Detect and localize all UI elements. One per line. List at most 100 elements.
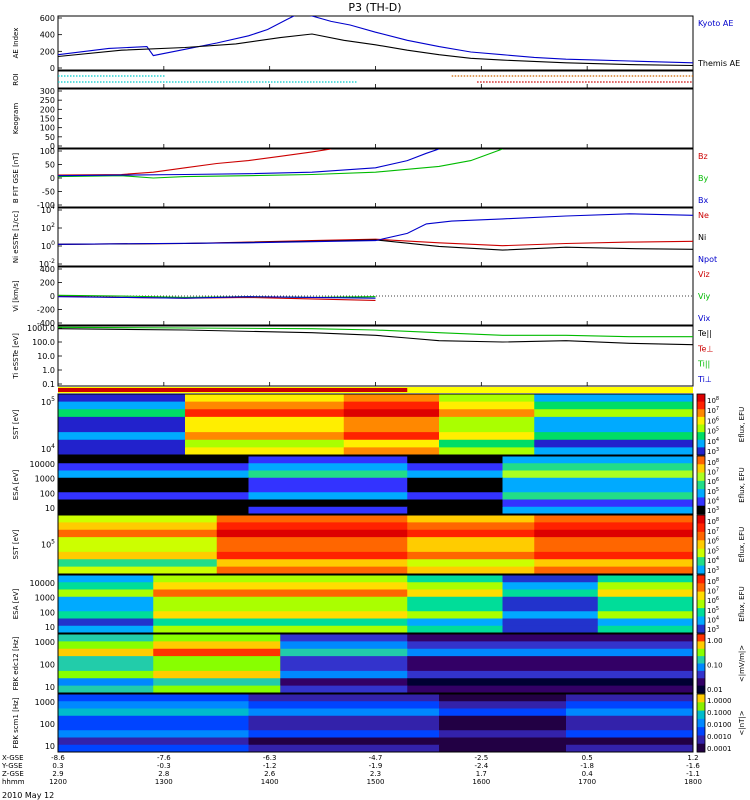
colorbar-tick-label: 103 — [707, 566, 719, 575]
spectrogram-cell — [58, 551, 218, 560]
y-tick-label: 100 — [40, 489, 55, 498]
spectrogram-cell — [216, 566, 408, 575]
spectrogram-cell — [502, 470, 694, 479]
spectrogram-cell — [185, 401, 345, 410]
colorbar-step — [697, 583, 705, 593]
colorbar-step — [697, 464, 705, 474]
y-tick-label: 0 — [50, 292, 55, 301]
colorbar-step — [697, 634, 705, 642]
spectrogram-ylabel: SST [eV] — [12, 409, 20, 439]
spectrogram-cell — [534, 515, 694, 523]
colorbar-tick-label: 108 — [707, 396, 719, 405]
spectrogram-cell — [216, 551, 408, 560]
y-tick-label: 104 — [41, 443, 55, 454]
x-row-value: 0.3 — [52, 762, 63, 770]
spectrogram-cell — [58, 604, 154, 612]
spectrogram-cell — [153, 589, 408, 598]
colorbar-tick-label: 103 — [707, 506, 719, 515]
spectrogram-cell — [58, 648, 154, 657]
spectrogram-cell — [407, 559, 535, 568]
spectrogram-cell — [534, 537, 694, 545]
colorbar-tick-label: 1.0000 — [707, 697, 732, 705]
spectrogram-cell — [597, 582, 694, 590]
spectrogram-cell — [58, 694, 249, 702]
spectrogram-cell — [439, 409, 535, 418]
spectrogram-cell — [407, 477, 503, 486]
spectrogram-cell — [502, 492, 694, 500]
y-tick-label: 10 — [45, 623, 55, 632]
legend-entry: Bx — [698, 196, 708, 205]
colorbar-step — [697, 416, 705, 425]
spectrogram-cell — [407, 618, 503, 627]
spectrogram-cell — [248, 694, 440, 702]
series-vix — [58, 296, 376, 299]
spectrogram-cell — [185, 439, 345, 448]
spectrogram-ylabel: FBK scm1 [Hz] — [12, 697, 20, 748]
legend-entry: Viy — [698, 292, 711, 301]
spectrogram-frame — [57, 574, 694, 634]
spectrogram-cell — [502, 589, 599, 598]
x-row-value: -4.7 — [369, 754, 383, 762]
x-row-label: Z-GSE — [2, 770, 24, 778]
x-row-value: 1800 — [684, 778, 702, 786]
colorbar-step — [697, 608, 705, 617]
spectrogram-cell — [534, 529, 694, 538]
spectrogram-cell — [343, 401, 440, 410]
spectrogram-cell — [597, 575, 694, 583]
spectrogram-cell — [534, 394, 694, 403]
colorbar-step — [697, 624, 705, 634]
colorbar-frame — [696, 633, 706, 694]
colorbar-frame — [696, 455, 706, 515]
colorbar-frame — [696, 574, 706, 634]
spectrogram-cell — [153, 648, 281, 657]
x-row-value: 1500 — [367, 778, 385, 786]
panel-ylabel: Ni eSSTe [1/cc] — [12, 211, 20, 263]
spectrogram-frame — [57, 514, 694, 575]
series-by — [58, 149, 503, 179]
spectrogram-cell — [153, 678, 281, 687]
spectrogram-cell — [566, 708, 694, 717]
spectrogram-cell — [280, 656, 408, 664]
colorbar-label: Eflux, EFU — [738, 586, 746, 621]
colorbar-step — [697, 663, 705, 672]
x-row-value: -6.3 — [263, 754, 277, 762]
panel-frame — [57, 266, 694, 326]
spectrogram-cell — [58, 656, 154, 664]
panel-ylabel: ROI — [12, 73, 20, 85]
colorbar-label: Eflux, EFU — [738, 527, 746, 562]
spectrogram-cell — [502, 485, 694, 493]
colorbar-tick-label: 107 — [707, 527, 719, 536]
spectrogram-cell — [439, 723, 567, 731]
date-label: 2010 May 12 — [2, 791, 54, 800]
spectrogram-cell — [407, 604, 503, 612]
y-tick-label: -100 — [37, 201, 55, 210]
colorbar-tick-label: 105 — [707, 487, 719, 496]
spectrogram-cell — [58, 485, 249, 493]
spectrogram-cell — [58, 589, 154, 598]
spectrogram-cell — [534, 544, 694, 553]
spectrogram-cell — [216, 515, 408, 523]
spectrogram-cell — [58, 701, 249, 709]
spectrogram-cell — [407, 582, 503, 590]
colorbar-tick-label: 103 — [707, 447, 719, 456]
colorbar-label: Eflux, EFU — [738, 467, 746, 502]
colorbar-step — [697, 743, 705, 753]
spectrogram-cell — [343, 394, 440, 403]
spectrogram-cell — [280, 678, 408, 687]
y-tick-label: 0.1 — [42, 380, 55, 389]
colorbar-step — [697, 480, 705, 490]
colorbar-tick-label: 0.0100 — [707, 721, 732, 729]
spectrogram-cell — [439, 694, 567, 702]
spectrogram-cell — [343, 416, 440, 425]
colorbar-step — [697, 432, 705, 441]
panel-ylabel: Vi [km/s] — [12, 280, 20, 311]
spectrogram-cell — [597, 604, 694, 612]
spectrogram-cell — [534, 432, 694, 441]
spectrogram-cell — [58, 529, 218, 538]
spectrogram-6: FBK scm1 [Hz] 1000 100 10 1.0000 0.1000 0.0100… — [12, 693, 746, 753]
spectrogram-cell — [407, 456, 503, 464]
series-npot — [58, 213, 693, 245]
colorbar-step — [697, 472, 705, 482]
spectrogram-cell — [439, 715, 567, 724]
